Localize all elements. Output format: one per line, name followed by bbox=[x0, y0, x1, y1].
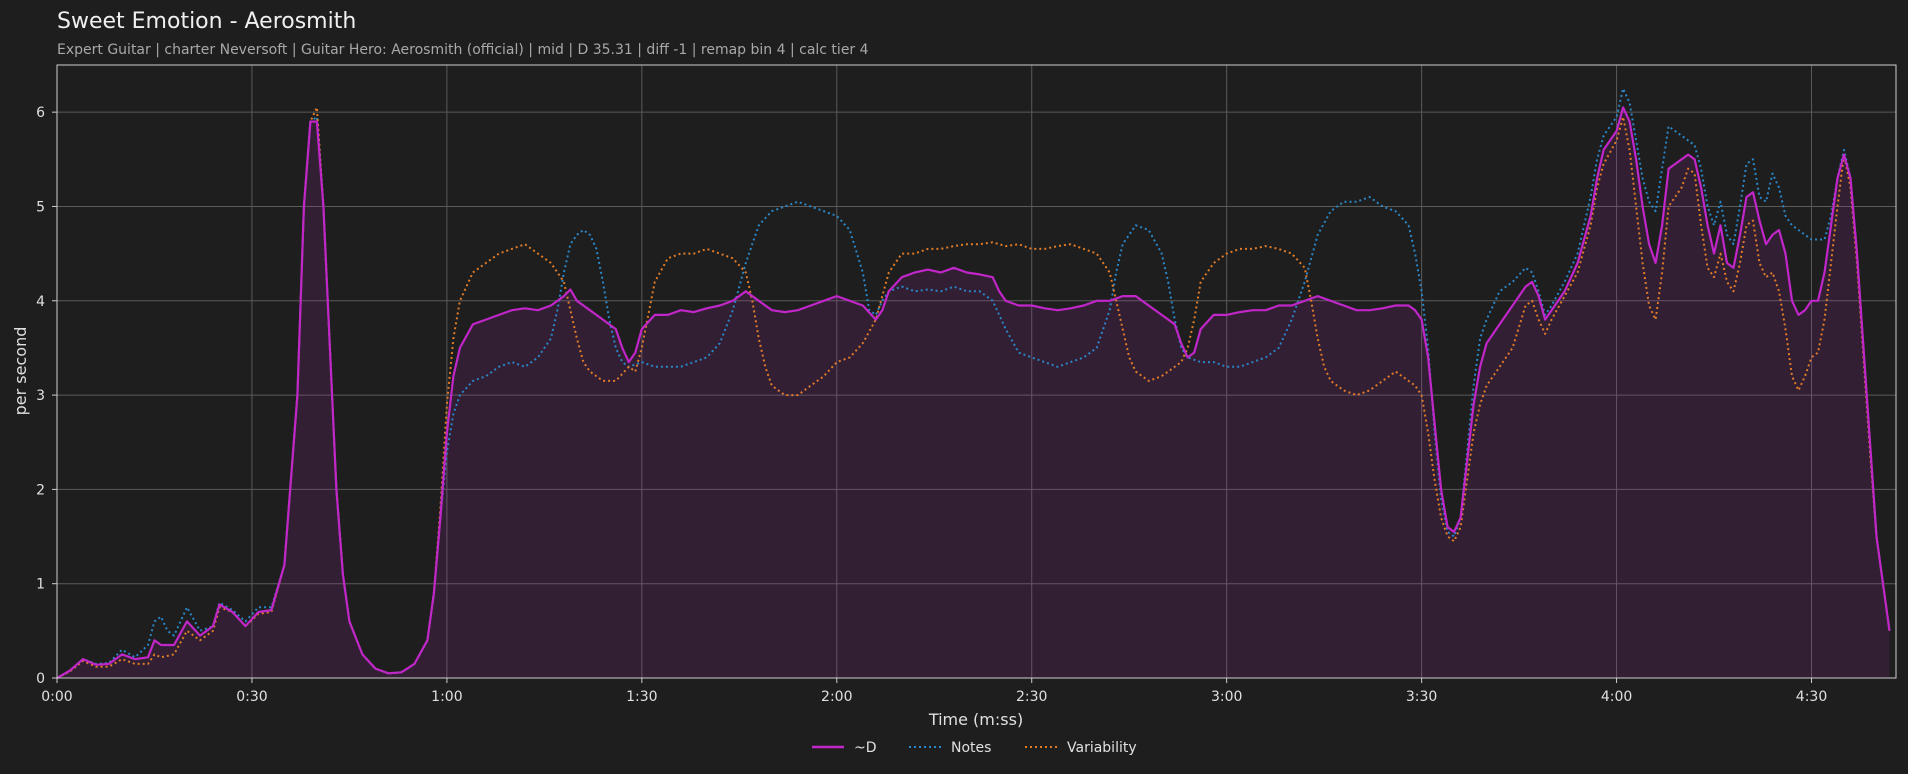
x-tick-label: 3:00 bbox=[1211, 689, 1242, 705]
series-lines bbox=[56, 87, 1891, 679]
y-tick-label: 2 bbox=[36, 482, 45, 498]
y-tick-label: 4 bbox=[36, 294, 45, 310]
plot-background bbox=[57, 65, 1896, 678]
x-tick-label: 4:30 bbox=[1796, 689, 1827, 705]
y-tick-label: 5 bbox=[36, 199, 45, 215]
x-tick-label: 1:00 bbox=[431, 689, 462, 705]
y-axis-ticks: 0 1 2 3 4 5 6 bbox=[36, 105, 57, 687]
x-tick-label: 0:00 bbox=[41, 689, 72, 705]
x-tick-label: 0:30 bbox=[236, 689, 267, 705]
chart-subtitle: Expert Guitar | charter Neversoft | Guit… bbox=[57, 42, 869, 58]
legend-label: Notes bbox=[951, 740, 991, 756]
series-line-d bbox=[56, 106, 1891, 679]
legend-label: Variability bbox=[1067, 740, 1137, 756]
plot-frame bbox=[56, 64, 1897, 679]
legend: ~D Notes Variability bbox=[812, 740, 1137, 756]
y-tick-label: 6 bbox=[36, 105, 45, 121]
y-tick-label: 1 bbox=[36, 577, 45, 593]
x-tick-label: 2:00 bbox=[821, 689, 852, 705]
x-axis-label: Time (m:ss) bbox=[928, 710, 1023, 729]
x-tick-label: 3:30 bbox=[1406, 689, 1437, 705]
legend-label: ~D bbox=[854, 740, 877, 756]
x-tick-label: 4:00 bbox=[1601, 689, 1632, 705]
series-line-notes bbox=[56, 87, 1891, 679]
y-tick-label: 0 bbox=[36, 671, 45, 687]
plot-area bbox=[56, 64, 1897, 679]
x-axis-ticks: 0:00 0:30 1:00 1:30 2:00 2:30 3:00 3:30 4:00 4:30 bbox=[41, 678, 1827, 705]
y-axis-label: per second bbox=[11, 327, 30, 416]
x-tick-label: 1:30 bbox=[626, 689, 657, 705]
x-tick-label: 2:30 bbox=[1016, 689, 1047, 705]
series-fill bbox=[57, 107, 1890, 678]
series-fill-d bbox=[57, 107, 1890, 678]
chart-title: Sweet Emotion - Aerosmith bbox=[57, 9, 356, 34]
y-tick-label: 3 bbox=[36, 388, 45, 404]
